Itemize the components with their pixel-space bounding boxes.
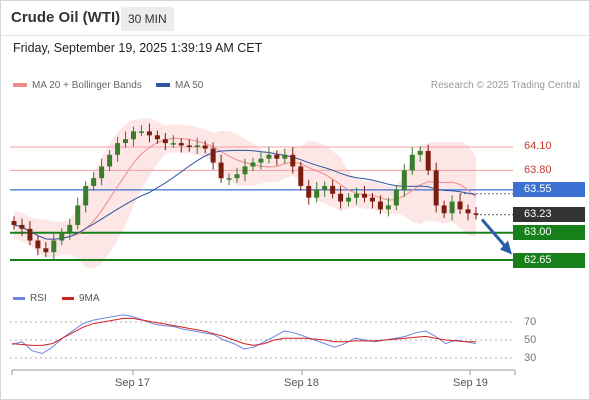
candle-body (449, 201, 455, 214)
candle-body (146, 131, 152, 136)
candle-body (282, 154, 288, 159)
timestamp-label: Friday, September 19, 2025 1:39:19 AM CE… (13, 41, 263, 55)
candle-body (67, 224, 73, 233)
candle-body (138, 131, 144, 133)
candle-body (170, 143, 176, 145)
candle-body (473, 213, 479, 215)
rsi-legend: RSI (13, 293, 47, 304)
candle-body (377, 201, 383, 210)
candle-body (226, 178, 232, 180)
pivot-badge: 63.55 (513, 182, 585, 197)
ma50-legend-label: MA 50 (175, 80, 204, 91)
candle-body (361, 193, 367, 198)
candle-body (202, 145, 208, 149)
support-2-badge: 62.65 (513, 253, 585, 268)
rsi-tick-30: 30 (524, 352, 537, 364)
bollinger-band (14, 118, 476, 269)
last-price-badge: 63.23 (513, 207, 585, 222)
candle-body (27, 228, 33, 241)
ma50-legend: MA 50 (156, 80, 203, 91)
candle-body (250, 162, 256, 167)
candle-body (99, 166, 105, 179)
ma20-swatch (13, 83, 27, 88)
candle-body (425, 150, 431, 171)
candle-body (19, 224, 25, 229)
candle-body (115, 143, 121, 155)
candle-body (43, 248, 49, 253)
candle-body (298, 166, 304, 186)
forecast-arrow-shaft (480, 218, 510, 251)
candle-body (290, 154, 296, 167)
candle-body (186, 145, 192, 147)
support-1-badge: 63.00 (513, 225, 585, 240)
candle-body (107, 154, 113, 167)
rsi-tick-70: 70 (524, 316, 537, 328)
candle-body (51, 240, 57, 253)
candle-body (346, 197, 352, 202)
ma20-legend: MA 20 + Bollinger Bands (13, 80, 142, 91)
candle-body (354, 193, 360, 198)
candle-body (35, 240, 41, 249)
x-label-sep17: Sep 17 (115, 377, 150, 389)
candle-body (338, 193, 344, 202)
candle-body (242, 166, 248, 175)
candle-body (194, 145, 200, 147)
timeframe-button[interactable]: 30 MIN (121, 7, 174, 31)
candle-body (330, 185, 336, 194)
research-credit: Research © 2025 Trading Central (430, 80, 580, 91)
rsi-tick-50: 50 (524, 334, 537, 346)
rsi-ma-legend-label: 9MA (79, 293, 100, 304)
candle-body (441, 205, 447, 214)
rsi-ma-swatch (62, 296, 74, 300)
rsi-ma-line (11, 317, 476, 346)
resistance-2-label: 64.10 (524, 140, 552, 152)
ma50-line (13, 149, 477, 240)
candle-body (59, 232, 65, 241)
candle-body (234, 174, 240, 179)
candle-body (162, 139, 168, 144)
candle-body (322, 185, 328, 190)
candle-body (11, 221, 17, 225)
candle-body (210, 148, 216, 163)
candle-body (369, 197, 375, 202)
candle-body (393, 189, 399, 206)
candle-body (274, 154, 280, 159)
candle-body (123, 139, 129, 144)
candle-body (258, 158, 264, 163)
resistance-1-label: 63.80 (524, 164, 552, 176)
candle-body (401, 170, 407, 190)
candle-body (457, 201, 463, 210)
ma50-swatch (156, 83, 170, 88)
candle-body (83, 185, 89, 206)
candle-body (266, 154, 272, 159)
chart-header: Crude Oil (WTI) 30 MIN (0, 0, 590, 38)
header-divider (0, 35, 590, 36)
candle-body (178, 143, 184, 146)
candle-body (91, 178, 97, 186)
candle-body (409, 154, 415, 171)
rsi-legend-label: RSI (30, 293, 47, 304)
forecast-arrow-head (500, 240, 512, 255)
candle-body (306, 185, 312, 198)
rsi-line (11, 314, 477, 355)
candle-body (218, 162, 224, 179)
rsi-ma-legend: 9MA (62, 293, 100, 304)
ma20-legend-label: MA 20 + Bollinger Bands (32, 80, 142, 91)
rsi-swatch (13, 296, 25, 300)
candle-body (465, 209, 471, 214)
instrument-title: Crude Oil (WTI) (11, 9, 121, 26)
x-label-sep19: Sep 19 (453, 377, 488, 389)
x-label-sep18: Sep 18 (284, 377, 319, 389)
candle-body (130, 131, 136, 140)
candle-body (417, 150, 423, 155)
candle-body (433, 170, 439, 206)
candle-body (314, 189, 320, 198)
candle-body (154, 135, 160, 140)
candle-body (385, 205, 391, 210)
candle-body (75, 205, 81, 225)
